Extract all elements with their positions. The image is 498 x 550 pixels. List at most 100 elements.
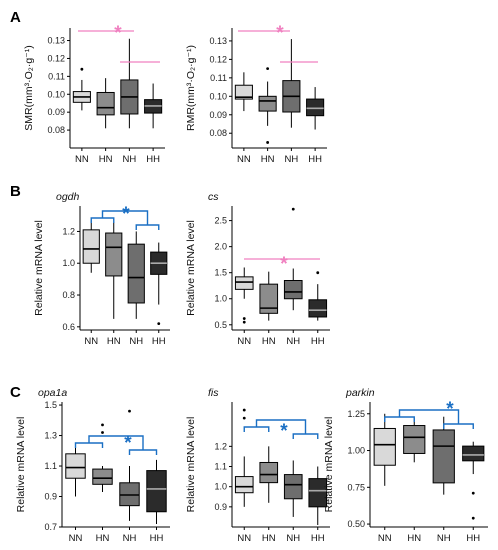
y-tick-label: 0.08 <box>209 128 227 138</box>
y-tick-label: 0.6 <box>62 322 75 332</box>
y-axis-label: Relative mRNA level <box>323 417 335 513</box>
y-tick-label: 0.13 <box>47 36 65 46</box>
outlier-point <box>128 409 131 413</box>
y-axis-label: Relative mRNA level <box>185 417 197 513</box>
chart-7: 0.50 0.75 1.00 1.25 NN HN NH HH Relative mRNA le… <box>323 387 488 544</box>
y-tick-label: 0.12 <box>47 53 65 63</box>
significance-star: * <box>280 421 288 442</box>
panel-letter-b: B <box>10 183 21 200</box>
outlier-point <box>471 491 475 495</box>
chart-6: 0.9 1.0 1.1 1.2 NN HN NH HH Relative mRNA level f… <box>185 387 330 544</box>
y-tick-label: 0.09 <box>47 107 65 117</box>
y-tick-label: 0.7 <box>44 522 57 532</box>
y-tick-label: 0.09 <box>209 110 227 120</box>
x-tick-label: NN <box>237 154 251 165</box>
box-nn <box>234 276 254 290</box>
box-hn <box>259 461 279 484</box>
y-tick-label: 0.11 <box>48 71 65 81</box>
box-hn <box>258 95 277 112</box>
y-tick-label: 2.5 <box>214 216 227 226</box>
x-tick-label: HH <box>311 533 325 544</box>
box-hh <box>306 98 325 117</box>
box-nn <box>373 427 396 466</box>
y-tick-label: 1.3 <box>44 431 57 441</box>
x-tick-label: NN <box>75 154 89 165</box>
chart-4: 0.5 1.0 1.5 2.0 2.5 NN HN NH HH Relative mRNA lev… <box>185 191 330 347</box>
y-tick-label: 0.9 <box>214 502 227 512</box>
box-nn <box>234 476 254 494</box>
significance-star: * <box>276 23 284 44</box>
y-axis-label: Relative mRNA level <box>15 417 27 513</box>
outlier-point <box>471 516 475 520</box>
box-nh <box>127 243 145 304</box>
y-tick-label: 0.10 <box>209 91 227 101</box>
outlier-point <box>242 317 246 320</box>
significance-bracket-top <box>398 409 460 424</box>
significance-bracket-left <box>90 217 115 223</box>
y-tick-label: 2.0 <box>214 242 227 252</box>
significance-bracket-right <box>128 449 158 455</box>
y-tick-label: 1.00 <box>347 446 365 456</box>
box-nh <box>283 474 303 500</box>
x-tick-label: HN <box>262 533 276 544</box>
box-nn <box>82 229 100 264</box>
box-nn <box>65 453 86 479</box>
chart-3: 0.6 0.8 1.0 1.2 NN HN NH HH Relative mRNA level o… <box>33 191 170 347</box>
significance-star: * <box>122 204 130 225</box>
y-axis-label: SMR(mm³·O₂·g⁻¹) <box>23 45 35 130</box>
x-tick-label: NH <box>123 533 137 544</box>
y-tick-label: 1.2 <box>214 441 227 451</box>
y-tick-label: 0.10 <box>47 89 65 99</box>
x-tick-label: NN <box>69 533 83 544</box>
x-tick-label: NN <box>378 533 392 544</box>
outlier-point <box>316 271 320 275</box>
x-tick-label: HN <box>407 533 421 544</box>
significance-star: * <box>114 23 122 44</box>
outlier-point <box>101 431 104 434</box>
y-tick-label: 0.8 <box>62 290 75 300</box>
x-tick-label: NH <box>286 533 300 544</box>
significance-bracket-right <box>135 224 160 230</box>
x-tick-label: NH <box>285 154 299 165</box>
chart-1: 0.08 0.09 0.10 0.11 0.12 0.13 NN HN NH HH SMR(mm³·… <box>23 23 165 165</box>
y-axis-label: Relative mRNA level <box>185 220 197 316</box>
x-tick-label: NH <box>437 533 451 544</box>
x-tick-label: HH <box>152 336 166 347</box>
y-tick-label: 0.11 <box>210 73 227 83</box>
significance-star: * <box>280 254 288 275</box>
chart-2: 0.08 0.09 0.10 0.11 0.12 0.13 NN HN NH HH RMR(mm³·… <box>185 23 327 165</box>
panel-letter-c: C <box>10 384 21 401</box>
significance-bracket-left <box>384 416 415 422</box>
significance-bracket-top <box>101 210 149 225</box>
y-tick-label: 1.0 <box>62 258 75 268</box>
outlier-point <box>266 67 270 71</box>
x-tick-label: NN <box>237 533 251 544</box>
chart-5: 0.7 0.9 1.1 1.3 1.5 NN HN NH HH Relative mRNA lev… <box>15 387 170 544</box>
x-tick-label: HH <box>146 154 160 165</box>
y-axis-label: Relative mRNA level <box>33 220 45 316</box>
x-tick-label: HH <box>311 336 325 347</box>
y-tick-label: 0.13 <box>209 36 227 46</box>
chart-title: parkin <box>345 387 375 399</box>
y-tick-label: 1.2 <box>62 226 75 236</box>
y-tick-label: 0.08 <box>47 125 65 135</box>
y-tick-label: 1.5 <box>214 268 227 278</box>
chart-title: opa1a <box>38 387 67 399</box>
outlier-point <box>266 141 270 144</box>
chart-title: fis <box>208 387 219 399</box>
significance-bracket-top <box>88 435 144 450</box>
chart-title: ogdh <box>56 191 80 203</box>
significance-bracket-left <box>74 442 104 448</box>
box-hh <box>462 445 485 462</box>
y-tick-label: 1.5 <box>44 400 57 410</box>
outlier-point <box>101 423 104 427</box>
x-tick-label: NH <box>123 154 137 165</box>
x-tick-label: HH <box>308 154 322 165</box>
y-tick-label: 1.1 <box>44 461 57 471</box>
chart-title: cs <box>208 191 219 203</box>
x-tick-label: NN <box>237 336 251 347</box>
significance-bracket-left <box>243 426 270 432</box>
y-tick-label: 1.25 <box>347 409 365 419</box>
outlier-point <box>80 67 84 71</box>
box-nh <box>432 429 455 484</box>
